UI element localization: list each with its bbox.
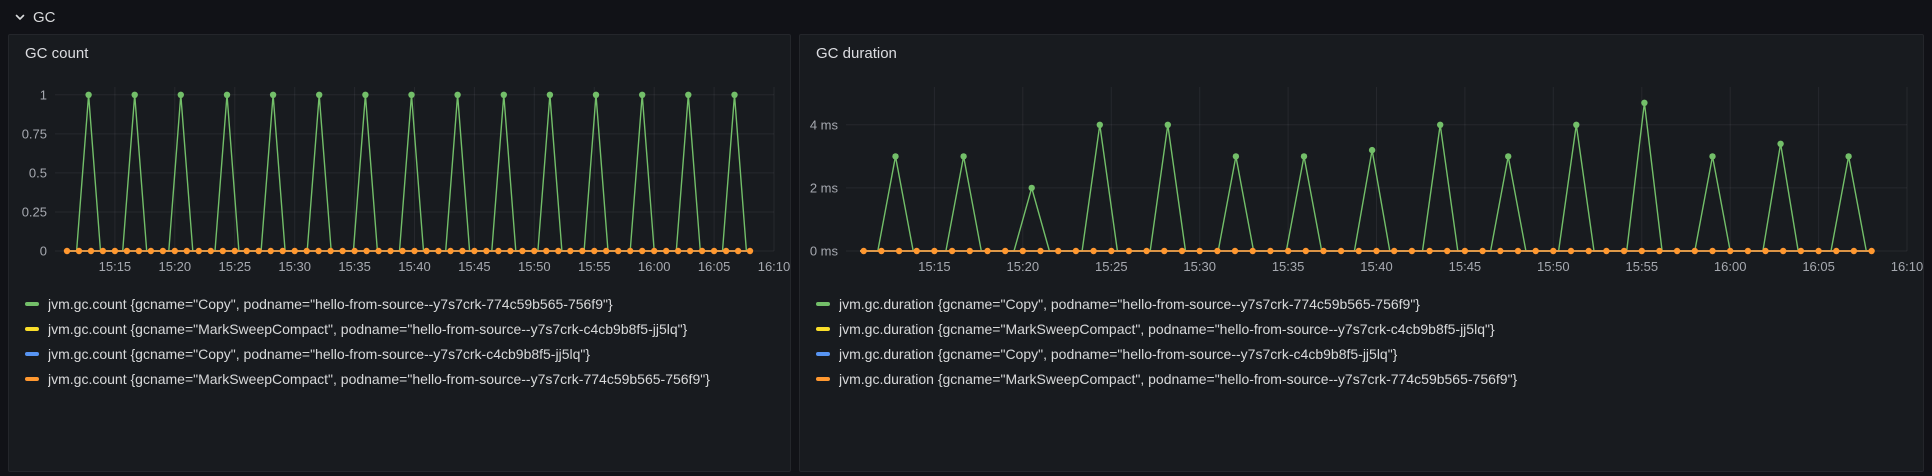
svg-text:16:00: 16:00 [1714, 259, 1747, 274]
series-color-icon [816, 326, 830, 331]
legend-item[interactable]: jvm.gc.duration {gcname="Copy", podname=… [816, 291, 1907, 316]
svg-text:15:30: 15:30 [278, 259, 311, 274]
series-color-icon [25, 326, 39, 331]
legend-label: jvm.gc.duration {gcname="Copy", podname=… [839, 295, 1420, 312]
panels-row: GC count 15:15 15:20 15:25 15:30 15:35 15:40 1… [0, 34, 1932, 472]
chart-canvas: 15:15 15:20 15:25 15:30 15:35 15:40 15:45 15:50… [22, 87, 790, 274]
panel-header: GC duration [800, 35, 1923, 71]
legend-label: jvm.gc.count {gcname="Copy", podname="he… [48, 295, 613, 312]
legend-label: jvm.gc.count {gcname="MarkSweepCompact",… [48, 370, 710, 387]
svg-text:15:55: 15:55 [578, 259, 611, 274]
panel-title[interactable]: GC count [25, 44, 89, 62]
svg-text:15:25: 15:25 [219, 259, 252, 274]
svg-text:15:35: 15:35 [338, 259, 371, 274]
legend: jvm.gc.count {gcname="Copy", podname="he… [25, 291, 774, 391]
legend-item[interactable]: jvm.gc.duration {gcname="Copy", podname=… [816, 341, 1907, 366]
row-title: GC [33, 8, 56, 26]
gc-duration-chart[interactable]: 15:15 15:20 15:25 15:30 15:35 15:40 15:45 15:50… [802, 75, 1923, 283]
series-color-icon [816, 351, 830, 356]
svg-text:0.5: 0.5 [29, 165, 47, 180]
svg-text:15:15: 15:15 [918, 259, 951, 274]
legend-label: jvm.gc.count {gcname="MarkSweepCompact",… [48, 320, 688, 337]
legend-label: jvm.gc.duration {gcname="MarkSweepCompac… [839, 370, 1518, 387]
svg-text:15:50: 15:50 [518, 259, 551, 274]
chevron-down-icon [14, 11, 26, 23]
svg-text:15:25: 15:25 [1095, 259, 1128, 274]
legend-item[interactable]: jvm.gc.count {gcname="Copy", podname="he… [25, 341, 774, 366]
series-color-icon [25, 301, 39, 306]
svg-text:0: 0 [40, 244, 47, 259]
svg-text:15:20: 15:20 [159, 259, 192, 274]
legend-label: jvm.gc.duration {gcname="Copy", podname=… [839, 345, 1398, 362]
svg-text:2 ms: 2 ms [810, 180, 839, 195]
legend-label: jvm.gc.count {gcname="Copy", podname="he… [48, 345, 591, 362]
svg-text:15:50: 15:50 [1537, 259, 1570, 274]
svg-text:15:30: 15:30 [1183, 259, 1216, 274]
legend-item[interactable]: jvm.gc.duration {gcname="MarkSweepCompac… [816, 366, 1907, 391]
svg-text:16:05: 16:05 [698, 259, 731, 274]
gc-count-chart[interactable]: 15:15 15:20 15:25 15:30 15:35 15:40 15:45 15:50… [11, 75, 790, 283]
panel-header: GC count [9, 35, 790, 71]
svg-text:15:40: 15:40 [1360, 259, 1393, 274]
svg-text:4 ms: 4 ms [810, 117, 839, 132]
panel-title[interactable]: GC duration [816, 44, 897, 62]
panel-gc-count: GC count 15:15 15:20 15:25 15:30 15:35 15:40 1… [8, 34, 791, 472]
svg-text:0.25: 0.25 [22, 205, 47, 220]
series-color-icon [816, 301, 830, 306]
svg-text:16:05: 16:05 [1802, 259, 1835, 274]
legend: jvm.gc.duration {gcname="Copy", podname=… [816, 291, 1907, 391]
svg-text:0.75: 0.75 [22, 126, 47, 141]
svg-text:16:10: 16:10 [758, 259, 791, 274]
svg-text:15:40: 15:40 [398, 259, 431, 274]
svg-text:15:55: 15:55 [1626, 259, 1659, 274]
svg-text:15:20: 15:20 [1007, 259, 1040, 274]
series-color-icon [25, 376, 39, 381]
legend-item[interactable]: jvm.gc.count {gcname="MarkSweepCompact",… [25, 316, 774, 341]
svg-text:1: 1 [40, 87, 47, 102]
legend-item[interactable]: jvm.gc.count {gcname="Copy", podname="he… [25, 291, 774, 316]
series-color-icon [816, 376, 830, 381]
svg-text:15:35: 15:35 [1272, 259, 1305, 274]
legend-label: jvm.gc.duration {gcname="MarkSweepCompac… [839, 320, 1495, 337]
svg-text:15:15: 15:15 [99, 259, 132, 274]
legend-item[interactable]: jvm.gc.duration {gcname="MarkSweepCompac… [816, 316, 1907, 341]
svg-text:16:00: 16:00 [638, 259, 671, 274]
series-color-icon [25, 351, 39, 356]
svg-text:15:45: 15:45 [1449, 259, 1482, 274]
svg-text:15:45: 15:45 [458, 259, 491, 274]
svg-text:16:10: 16:10 [1891, 259, 1924, 274]
row-header-gc[interactable]: GC [0, 0, 1932, 34]
legend-item[interactable]: jvm.gc.count {gcname="MarkSweepCompact",… [25, 366, 774, 391]
panel-gc-duration: GC duration 15:15 15:20 15:25 15:30 15:35 15:… [799, 34, 1924, 472]
svg-text:0 ms: 0 ms [810, 244, 839, 259]
chart-canvas: 15:15 15:20 15:25 15:30 15:35 15:40 15:45 15:50… [810, 87, 1923, 274]
